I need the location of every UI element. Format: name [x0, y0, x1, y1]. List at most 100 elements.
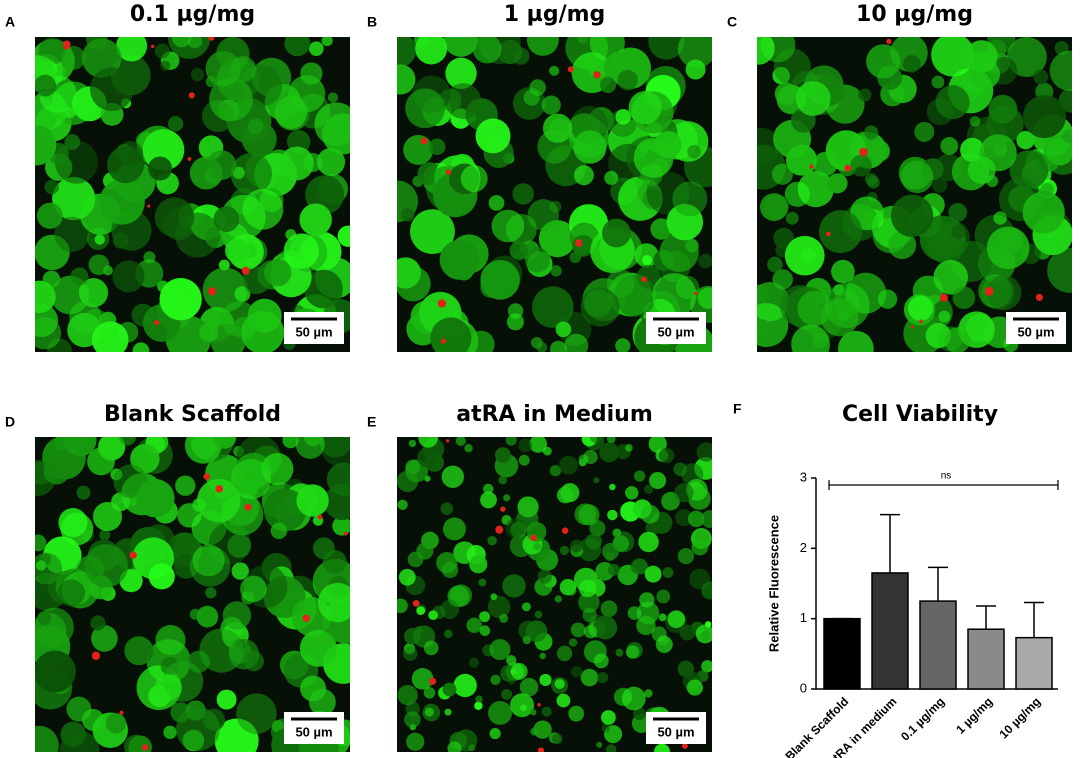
cell	[539, 673, 552, 687]
cell	[654, 743, 670, 752]
cell	[416, 606, 426, 616]
cell	[812, 332, 829, 349]
annotation: ns	[941, 471, 952, 482]
cell	[1016, 131, 1035, 150]
cell	[527, 199, 559, 231]
cell	[568, 705, 585, 722]
cell	[445, 83, 482, 119]
cell	[645, 520, 661, 535]
cell	[261, 452, 294, 486]
dead-cell	[825, 231, 831, 237]
cell	[424, 475, 431, 482]
cell	[60, 721, 86, 748]
cell	[230, 56, 257, 83]
panel-title: Blank Scaffold	[104, 402, 281, 427]
cell	[900, 160, 934, 194]
cell	[472, 37, 502, 64]
cell	[948, 202, 968, 222]
cell	[480, 491, 497, 509]
cell	[1009, 150, 1049, 190]
cell	[827, 173, 848, 194]
dead-cell	[574, 239, 583, 247]
cell	[222, 601, 252, 630]
dead-cell	[91, 651, 101, 661]
cell	[148, 563, 175, 590]
cell	[89, 67, 134, 112]
bar	[967, 628, 1005, 690]
cells	[757, 37, 1072, 352]
cell	[526, 37, 559, 56]
cell	[601, 724, 610, 733]
cell	[308, 41, 324, 57]
cell	[820, 298, 859, 337]
cell	[505, 518, 526, 539]
cell	[190, 68, 205, 82]
cell	[988, 94, 1018, 124]
cell	[468, 657, 480, 668]
cell	[57, 579, 86, 607]
cell	[196, 605, 219, 628]
dead-cell	[317, 514, 323, 520]
cell	[570, 539, 584, 553]
cell	[559, 578, 577, 596]
dead-cell	[446, 439, 450, 443]
cell	[460, 165, 488, 193]
x-tick-label: 0.1 µg/mg	[898, 694, 947, 743]
cell	[171, 37, 192, 48]
dead-cell	[154, 319, 160, 326]
cell	[247, 118, 264, 135]
cell	[574, 503, 597, 526]
cell	[837, 330, 874, 352]
cell	[556, 693, 571, 708]
cell	[397, 598, 408, 614]
cell	[523, 89, 540, 106]
cell	[167, 116, 184, 132]
cells	[35, 437, 350, 752]
cell	[628, 91, 662, 125]
cell	[231, 562, 249, 580]
cells	[397, 37, 712, 352]
cell	[216, 689, 237, 710]
cell	[831, 259, 855, 284]
cell	[209, 77, 253, 122]
cell	[154, 673, 182, 701]
panel-letter: E	[367, 414, 376, 430]
cell	[327, 92, 339, 103]
cell	[69, 300, 102, 334]
dead-cell	[129, 551, 137, 559]
cell	[453, 541, 476, 564]
dead-cell	[641, 276, 647, 283]
cell	[541, 706, 552, 717]
cell	[76, 485, 91, 500]
cell	[87, 447, 115, 476]
cell	[559, 545, 570, 556]
cell	[573, 165, 594, 186]
cell	[230, 152, 273, 195]
cell	[119, 437, 136, 446]
cell	[192, 544, 225, 577]
cell	[659, 232, 699, 273]
dead-cell	[1035, 293, 1043, 301]
cell	[299, 629, 337, 667]
cell	[474, 701, 483, 710]
cell	[64, 437, 97, 457]
cell	[510, 668, 517, 675]
scale-box	[284, 312, 344, 344]
cell	[227, 533, 252, 558]
cell	[537, 569, 552, 584]
cell	[602, 218, 631, 248]
cell	[673, 462, 687, 477]
cell	[60, 512, 94, 546]
cell	[891, 75, 902, 86]
cell	[317, 582, 350, 623]
cell	[615, 338, 631, 352]
scale-box	[646, 312, 706, 344]
cell	[771, 163, 793, 185]
cell	[1047, 247, 1072, 293]
cell	[518, 438, 532, 453]
scale-label: 50 µm	[657, 324, 694, 339]
cell	[78, 278, 109, 308]
cell	[506, 655, 517, 666]
cell	[644, 484, 654, 494]
